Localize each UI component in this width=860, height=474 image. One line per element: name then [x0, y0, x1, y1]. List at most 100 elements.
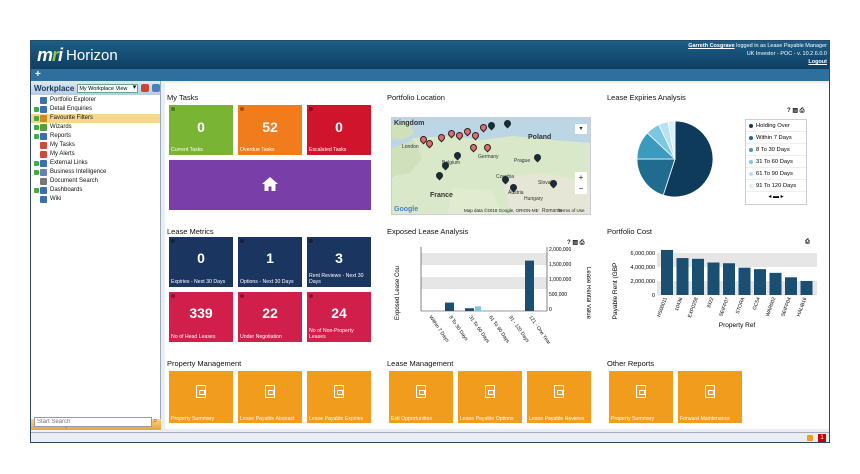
chart-bar[interactable]	[707, 262, 720, 295]
report-tile[interactable]: Exit Opportunities	[389, 371, 453, 423]
sidebar-item[interactable]: Wiki	[31, 195, 160, 204]
report-tile[interactable]: Forward Maintenance	[678, 371, 742, 423]
task-count: 52	[262, 119, 278, 135]
map-terms-link[interactable]: Terms of Use	[558, 208, 585, 213]
exposed-lease-title: Exposed Lease Analysis	[387, 227, 469, 236]
metric-tile[interactable]: 22 Under Negotiation	[238, 292, 302, 342]
map-label: Poland	[528, 134, 552, 141]
expand-icon[interactable]	[34, 134, 39, 139]
chart-bar[interactable]	[785, 277, 797, 295]
chart-bar[interactable]	[465, 308, 474, 311]
chart-bar[interactable]	[692, 258, 704, 295]
portfolio-map[interactable]: KingdomLondonBelgiumGermanyPolandPragueC…	[391, 117, 591, 215]
environment-text: UK Investor - POC - v. 10.2.6.0.0	[746, 51, 827, 57]
expand-icon[interactable]	[34, 116, 39, 121]
legend-item[interactable]: 61 To 90 Days	[746, 168, 806, 180]
chart-bar[interactable]	[676, 258, 689, 295]
task-count: 0	[335, 119, 343, 135]
report-tile[interactable]: Lease Payable Expiries	[307, 371, 371, 423]
settings-icon[interactable]	[152, 84, 160, 92]
metric-tile[interactable]: 3 Rent Reviews - Next 30 Days	[307, 237, 371, 287]
task-tile[interactable]: 0 Escalated Tasks	[307, 105, 371, 155]
sidebar-item[interactable]: Reports	[31, 132, 160, 141]
pie-slice[interactable]	[667, 120, 676, 160]
chart-bar[interactable]	[800, 280, 813, 295]
metric-label: Under Negotiation	[240, 334, 282, 340]
expand-icon[interactable]	[34, 107, 39, 112]
home-tile[interactable]	[169, 160, 371, 210]
y2-tick-label: 0	[549, 307, 552, 313]
legend-item[interactable]: 31 To 60 Days	[746, 156, 806, 168]
expand-icon[interactable]	[34, 161, 39, 166]
legend-item[interactable]: Within 7 Days	[746, 132, 806, 144]
report-tile[interactable]: Property Summary	[609, 371, 673, 423]
expand-icon[interactable]	[34, 188, 39, 193]
status-dot	[171, 239, 175, 243]
chart-bar[interactable]	[475, 306, 481, 311]
y-axis-label: Payable Rent (GBP	[612, 263, 619, 320]
pdf-icon	[554, 385, 564, 398]
sidebar-item[interactable]: Detail Enquiries	[31, 105, 160, 114]
lease-expiries-title: Lease Expiries Analysis	[607, 93, 686, 102]
print-icon[interactable]: ⎙	[805, 239, 810, 245]
chart-bar[interactable]	[754, 269, 766, 295]
map-label: Austria	[508, 190, 524, 196]
notification-flag-icon[interactable]: 1	[818, 434, 826, 442]
sidebar-item[interactable]: Favourite Filters	[31, 114, 160, 123]
zoom-control[interactable]: + −	[575, 172, 587, 194]
legend-pager[interactable]: ◂ ▬ ▸	[768, 194, 784, 200]
help-icon[interactable]: ? ▨ ⎙	[567, 240, 585, 246]
y-tick-label: 0	[652, 293, 655, 299]
workplace-view-select[interactable]: My Workplace View	[77, 83, 139, 93]
lease-metrics-title: Lease Metrics	[167, 227, 214, 236]
help-icon[interactable]: ? ▨ ⎙	[787, 108, 805, 114]
metric-tile[interactable]: 24 No of Non-Property Leases	[307, 292, 371, 342]
sidebar-item[interactable]: External Links	[31, 159, 160, 168]
sidebar-item-label: Wizards	[50, 124, 72, 130]
x-tick-label: GC54	[752, 296, 762, 311]
chart-bar[interactable]	[661, 249, 673, 295]
search-icon[interactable]: ⌕	[153, 416, 158, 425]
x-tick-label: 3322	[706, 296, 716, 309]
user-name[interactable]: Garreth Cosgrave	[688, 43, 735, 49]
add-icon[interactable]: +	[35, 69, 41, 80]
sidebar-item[interactable]: Portfolio Explorer	[31, 96, 160, 105]
metric-tile[interactable]: 1 Options - Next 30 Days	[238, 237, 302, 287]
portfolio-cost-chart: Payable Rent (GBP 6,000,000 4,000,000 2,000…	[612, 249, 817, 329]
legend-item[interactable]: Holding Over	[746, 120, 806, 132]
sidebar-item-label: External Links	[50, 160, 88, 166]
expiries-legend: Holding Over Within 7 Days 8 To 30 Days 31 …	[745, 119, 807, 205]
chart-bar[interactable]	[723, 263, 735, 295]
legend-item[interactable]: 8 To 30 Days	[746, 144, 806, 156]
report-tile[interactable]: Property Summary	[169, 371, 233, 423]
chart-bar[interactable]	[738, 267, 751, 295]
grid-band	[421, 253, 547, 265]
report-tile[interactable]: Lease Payable Abstract	[238, 371, 302, 423]
sidebar-item[interactable]: Dashboards	[31, 186, 160, 195]
pie-slice[interactable]	[662, 120, 714, 198]
chart-bar[interactable]	[525, 260, 534, 311]
pie-slice[interactable]	[636, 158, 676, 196]
task-tile[interactable]: 0 Current Tasks	[169, 105, 233, 155]
refresh-icon[interactable]	[141, 84, 150, 92]
chart-bar[interactable]	[769, 272, 782, 295]
task-tile[interactable]: 52 Overdue Tasks	[238, 105, 302, 155]
chart-bar[interactable]	[445, 302, 454, 311]
sidebar-item[interactable]: Document Search	[31, 177, 160, 186]
sidebar-item[interactable]: Business Intelligence	[31, 168, 160, 177]
sidebar-item[interactable]: My Alerts	[31, 150, 160, 159]
expand-icon[interactable]	[34, 125, 39, 130]
report-tile[interactable]: Lease Payable Reviews	[527, 371, 591, 423]
legend-item[interactable]: 91 To 120 Days	[746, 180, 806, 192]
metric-tile[interactable]: 0 Expiries - Next 30 Days	[169, 237, 233, 287]
sidebar-item[interactable]: Wizards	[31, 123, 160, 132]
metric-tile[interactable]: 339 No of Head Leases	[169, 292, 233, 342]
search-input[interactable]	[34, 417, 152, 427]
map-type-dropdown[interactable]: ▾	[575, 124, 587, 134]
report-tile[interactable]: Lease Payable Options	[458, 371, 522, 423]
logout-link[interactable]: Logout	[808, 59, 827, 65]
y2-axis-label: Lease Rental Value	[585, 267, 591, 320]
expand-icon[interactable]	[34, 170, 39, 175]
alert-icon[interactable]	[807, 435, 813, 441]
sidebar-item[interactable]: My Tasks	[31, 141, 160, 150]
